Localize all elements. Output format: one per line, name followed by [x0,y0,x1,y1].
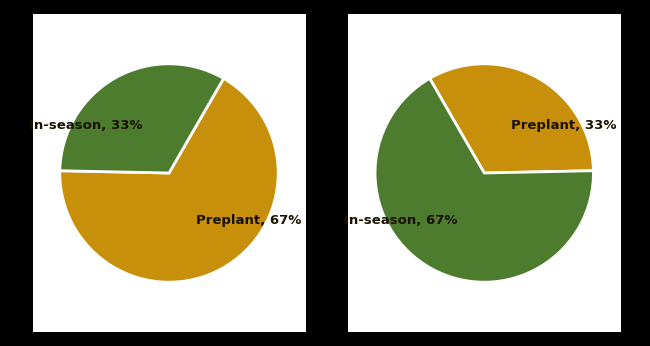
Wedge shape [375,79,593,282]
Text: In-season, 33%: In-season, 33% [29,119,142,132]
Text: Preplant, 67%: Preplant, 67% [196,214,301,227]
Wedge shape [60,79,278,282]
Wedge shape [60,64,224,173]
Text: Preplant, 33%: Preplant, 33% [511,119,617,132]
Wedge shape [430,64,593,173]
Text: In-season, 67%: In-season, 67% [344,214,458,227]
